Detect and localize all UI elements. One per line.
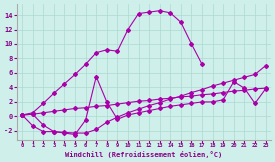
X-axis label: Windchill (Refroidissement éolien,°C): Windchill (Refroidissement éolien,°C) <box>65 151 222 158</box>
